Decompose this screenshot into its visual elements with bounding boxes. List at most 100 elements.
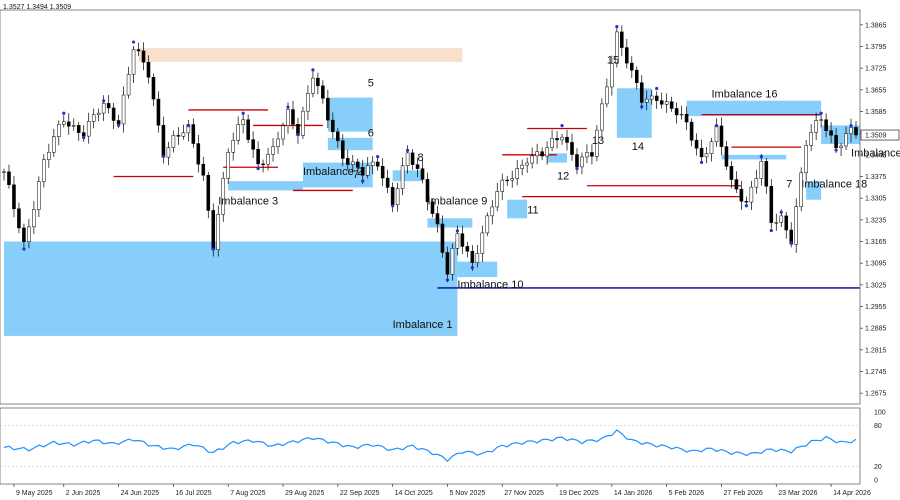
zone-label: 5 bbox=[368, 78, 374, 90]
imbalance-zone bbox=[427, 218, 473, 228]
imbalance-zone bbox=[507, 199, 528, 219]
candle-body bbox=[226, 152, 230, 179]
candle-body bbox=[385, 177, 390, 188]
candle-body bbox=[714, 125, 719, 142]
price-axis: 1.38651.37951.37251.36551.35851.35151.34… bbox=[0, 9, 900, 405]
x-tick-label: 23 Mar 2026 bbox=[778, 490, 817, 497]
level-lines bbox=[113, 109, 860, 289]
swing-marker bbox=[779, 210, 783, 214]
candle-body bbox=[12, 184, 16, 210]
y-tick-label: 1.3865 bbox=[865, 22, 887, 29]
candle-body bbox=[769, 186, 774, 223]
ohlc-header: 1.3527 1.3494 1.3509 bbox=[3, 4, 71, 11]
x-tick-label: 14 Jan 2026 bbox=[614, 490, 653, 497]
candle-body bbox=[669, 101, 674, 109]
y-tick-label: 1.3025 bbox=[865, 282, 887, 289]
candle-body bbox=[764, 161, 769, 187]
zone-label: 12 bbox=[557, 171, 569, 183]
candle-body bbox=[664, 101, 669, 105]
candle-body bbox=[166, 147, 171, 158]
x-tick-label: 5 Feb 2026 bbox=[669, 490, 705, 497]
y-tick-label: 1.3725 bbox=[865, 66, 887, 73]
x-tick-label: 14 Apr 2026 bbox=[833, 490, 871, 497]
x-tick-label: 19 Dec 2025 bbox=[559, 490, 599, 497]
swing-marker bbox=[286, 105, 290, 109]
candle-body bbox=[654, 95, 659, 101]
candle-body bbox=[151, 76, 156, 100]
candle-body bbox=[62, 121, 66, 125]
candle-body bbox=[704, 153, 709, 158]
candle-body bbox=[326, 97, 330, 121]
candle-body bbox=[81, 132, 86, 137]
candle-body bbox=[101, 103, 106, 114]
candle-body bbox=[495, 191, 500, 208]
candle-body bbox=[530, 155, 534, 164]
candle-body bbox=[37, 181, 41, 210]
candle-body bbox=[754, 178, 759, 188]
candle-body bbox=[211, 210, 216, 250]
candle-body bbox=[370, 161, 375, 166]
imbalance-zone bbox=[457, 261, 498, 278]
candle-body bbox=[91, 114, 96, 122]
candle-body bbox=[346, 158, 350, 165]
zone-label: Imbalance 19 bbox=[851, 147, 900, 159]
candle-body bbox=[276, 138, 280, 147]
candle-body bbox=[161, 124, 166, 158]
candle-body bbox=[291, 109, 295, 125]
zone-label: 14 bbox=[632, 141, 644, 153]
candle-body bbox=[375, 161, 380, 167]
candle-body bbox=[824, 119, 828, 131]
zone-label: Imbalance 3 bbox=[218, 195, 278, 207]
candle-body bbox=[674, 108, 679, 116]
candle-body bbox=[699, 147, 704, 158]
candle-body bbox=[565, 136, 569, 143]
candle-body bbox=[605, 86, 609, 105]
zone-label: 7 bbox=[353, 169, 359, 181]
y-tick-label: 1.3585 bbox=[865, 109, 887, 116]
candle-body bbox=[420, 168, 425, 180]
x-tick-label: 22 Sep 2025 bbox=[340, 490, 380, 497]
candle-body bbox=[615, 31, 619, 64]
swing-marker bbox=[714, 124, 719, 128]
candle-body bbox=[181, 132, 186, 137]
rsi-panel-frame bbox=[0, 407, 861, 485]
y-tick-label: 1.2745 bbox=[865, 369, 887, 376]
y-tick-label: 1.3095 bbox=[865, 261, 887, 268]
candle-body bbox=[196, 143, 201, 165]
candle-body bbox=[839, 145, 843, 148]
candle-body bbox=[316, 77, 320, 87]
candle-body bbox=[595, 129, 599, 157]
candle-body bbox=[734, 179, 739, 190]
candle-body bbox=[405, 152, 410, 166]
candle-body bbox=[560, 136, 564, 141]
candle-body bbox=[331, 119, 335, 133]
rsi-line bbox=[3, 429, 857, 463]
candle-body bbox=[709, 141, 714, 154]
candle-body bbox=[106, 103, 111, 109]
imbalance-zone bbox=[228, 181, 303, 191]
imbalance-zone bbox=[392, 170, 423, 182]
swing-marker bbox=[769, 228, 773, 233]
candle-body bbox=[52, 136, 56, 153]
zone-label: Imbalance 18 bbox=[801, 178, 867, 190]
swing-marker bbox=[131, 40, 136, 44]
candle-body bbox=[774, 222, 779, 224]
swing-marker bbox=[455, 229, 460, 233]
candle-body bbox=[321, 85, 325, 99]
swing-marker bbox=[759, 154, 763, 159]
swing-marker bbox=[211, 247, 215, 251]
candle-body bbox=[111, 107, 116, 121]
candle-body bbox=[176, 135, 181, 137]
zone-label: 8 bbox=[418, 152, 424, 164]
swing-marker bbox=[256, 166, 260, 171]
x-tick-label: 7 Aug 2025 bbox=[230, 490, 266, 497]
candle-body bbox=[455, 233, 460, 249]
candle-body bbox=[450, 248, 455, 275]
candle-body bbox=[759, 161, 764, 179]
candle-body bbox=[555, 138, 559, 141]
candle-body bbox=[281, 125, 285, 140]
candle-body bbox=[475, 253, 480, 263]
candle-body bbox=[510, 178, 514, 181]
candle-body bbox=[809, 132, 813, 146]
swing-marker bbox=[361, 179, 365, 183]
